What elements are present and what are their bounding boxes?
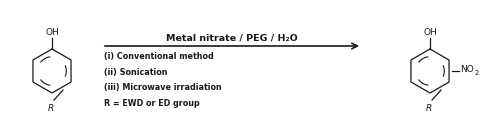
Text: OH: OH <box>45 28 59 37</box>
Text: Metal nitrate / PEG / H₂O: Metal nitrate / PEG / H₂O <box>166 33 298 42</box>
Text: (iii) Microwave irradiation: (iii) Microwave irradiation <box>104 83 222 92</box>
Text: OH: OH <box>423 28 437 37</box>
Text: 2: 2 <box>474 70 478 76</box>
Text: R: R <box>426 104 432 113</box>
Text: R = EWD or ED group: R = EWD or ED group <box>104 100 200 108</box>
Text: (ii) Sonication: (ii) Sonication <box>104 67 168 77</box>
Text: (i) Conventional method: (i) Conventional method <box>104 52 214 61</box>
Text: R: R <box>48 104 54 113</box>
Text: NO: NO <box>460 66 473 75</box>
